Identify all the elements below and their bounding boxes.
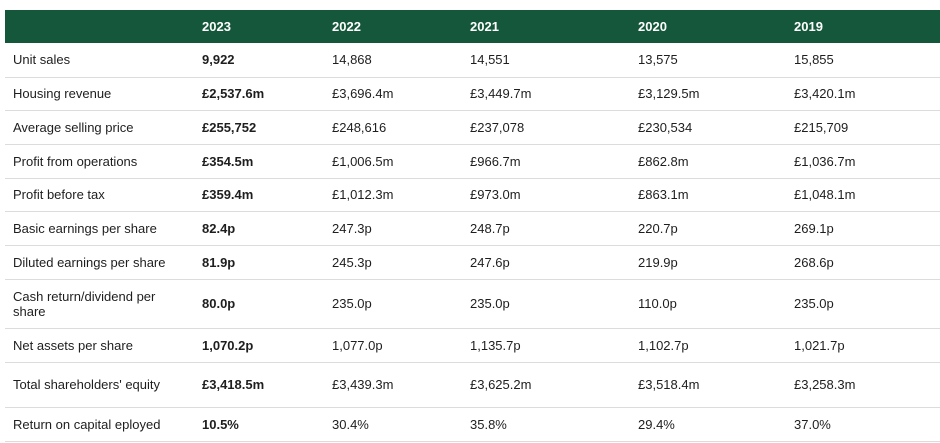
table-row: Profit before tax £359.4m £1,012.3m £973.0m… [5, 178, 940, 212]
cell-value: £359.4m [195, 178, 325, 212]
cell-value: 219.9p [631, 245, 787, 280]
year-header: 2019 [787, 10, 940, 43]
row-label: Net assets per share [5, 328, 195, 363]
table-row: Basic earnings per share 82.4p 247.3p 248.7… [5, 211, 940, 246]
cell-value: 1,070.2p [195, 328, 325, 363]
table-row: Average selling price £255,752 £248,616 £23… [5, 110, 940, 145]
cell-value: 14,868 [325, 43, 463, 78]
cell-value: 80.0p [195, 279, 325, 329]
year-header: 2021 [463, 10, 631, 43]
cell-value: £248,616 [325, 110, 463, 145]
cell-value: £3,129.5m [631, 77, 787, 111]
cell-value: £3,420.1m [787, 77, 940, 111]
cell-value: 13,575 [631, 43, 787, 78]
cell-value: £3,449.7m [463, 77, 631, 111]
cell-value: 247.6p [463, 245, 631, 280]
table-row: Cash return/dividend per share 80.0p 235.0… [5, 279, 940, 329]
cell-value: £3,518.4m [631, 362, 787, 408]
row-label: Profit before tax [5, 178, 195, 212]
cell-value: 81.9p [195, 245, 325, 280]
row-label: Unit sales [5, 43, 195, 78]
row-label: Housing revenue [5, 77, 195, 111]
cell-value: £237,078 [463, 110, 631, 145]
row-label: Total shareholders' equity [5, 362, 195, 408]
cell-value: £1,012.3m [325, 178, 463, 212]
year-header: 2020 [631, 10, 787, 43]
table-row: Unit sales 9,922 14,868 14,551 13,575 15,855 [5, 43, 940, 78]
cell-value: £3,418.5m [195, 362, 325, 408]
cell-value: £3,625.2m [463, 362, 631, 408]
cell-value: 248.7p [463, 211, 631, 246]
header-row: 2023 2022 2021 2020 2019 [5, 10, 940, 43]
cell-value: £215,709 [787, 110, 940, 145]
cell-value: £3,258.3m [787, 362, 940, 408]
row-label: Profit from operations [5, 144, 195, 179]
cell-value: 268.6p [787, 245, 940, 280]
cell-value: 1,102.7p [631, 328, 787, 363]
row-label: Return on capital eployed [5, 407, 195, 442]
row-label: Basic earnings per share [5, 211, 195, 246]
table-body: Unit sales 9,922 14,868 14,551 13,575 15,855 H… [5, 43, 940, 442]
cell-value: 1,135.7p [463, 328, 631, 363]
header-blank [5, 10, 195, 43]
cell-value: 1,077.0p [325, 328, 463, 363]
cell-value: £3,439.3m [325, 362, 463, 408]
table-row: Net assets per share 1,070.2p 1,077.0p 1,13… [5, 328, 940, 363]
cell-value: 35.8% [463, 407, 631, 442]
year-header: 2022 [325, 10, 463, 43]
cell-value: £862.8m [631, 144, 787, 179]
table-row: Diluted earnings per share 81.9p 245.3p 247… [5, 245, 940, 280]
cell-value: 220.7p [631, 211, 787, 246]
cell-value: 235.0p [325, 279, 463, 329]
cell-value: 245.3p [325, 245, 463, 280]
cell-value: 37.0% [787, 407, 940, 442]
cell-value: £3,696.4m [325, 77, 463, 111]
cell-value: 82.4p [195, 211, 325, 246]
cell-value: £1,006.5m [325, 144, 463, 179]
table-row: Return on capital eployed 10.5% 30.4% 35.8%… [5, 407, 940, 442]
cell-value: 235.0p [463, 279, 631, 329]
cell-value: £1,048.1m [787, 178, 940, 212]
cell-value: 15,855 [787, 43, 940, 78]
row-label: Average selling price [5, 110, 195, 145]
cell-value: 235.0p [787, 279, 940, 329]
cell-value: 30.4% [325, 407, 463, 442]
row-label: Cash return/dividend per share [5, 279, 195, 329]
cell-value: 247.3p [325, 211, 463, 246]
results-table: 2023 2022 2021 2020 2019 Unit sales 9,922 14,8… [5, 10, 940, 442]
row-label: Diluted earnings per share [5, 245, 195, 280]
cell-value: £255,752 [195, 110, 325, 145]
cell-value: 14,551 [463, 43, 631, 78]
cell-value: £230,534 [631, 110, 787, 145]
cell-value: 9,922 [195, 43, 325, 78]
cell-value: £966.7m [463, 144, 631, 179]
table-row: Total shareholders' equity £3,418.5m £3,43… [5, 362, 940, 408]
cell-value: 269.1p [787, 211, 940, 246]
table-row: Profit from operations £354.5m £1,006.5m £9… [5, 144, 940, 179]
cell-value: £2,537.6m [195, 77, 325, 111]
cell-value: 1,021.7p [787, 328, 940, 363]
cell-value: 110.0p [631, 279, 787, 329]
cell-value: £1,036.7m [787, 144, 940, 179]
year-header: 2023 [195, 10, 325, 43]
table-row: Housing revenue £2,537.6m £3,696.4m £3,449.… [5, 77, 940, 111]
cell-value: 10.5% [195, 407, 325, 442]
cell-value: 29.4% [631, 407, 787, 442]
cell-value: £973.0m [463, 178, 631, 212]
cell-value: £354.5m [195, 144, 325, 179]
cell-value: £863.1m [631, 178, 787, 212]
